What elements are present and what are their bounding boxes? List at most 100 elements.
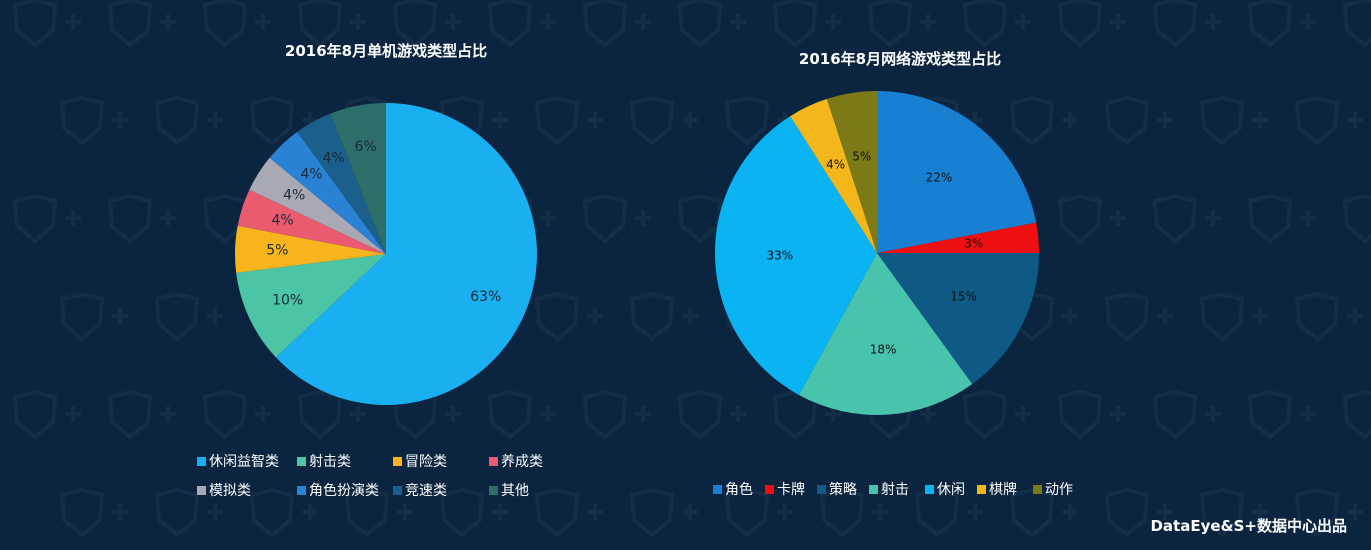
legend-swatch xyxy=(489,485,498,495)
watermark-logo-icon xyxy=(1057,193,1126,244)
legend-item[interactable]: 角色 xyxy=(713,479,753,499)
watermark-logo-icon xyxy=(772,0,841,48)
slice-label: 4% xyxy=(826,158,845,172)
watermark-logo-icon xyxy=(202,0,271,48)
pie-slice xyxy=(877,91,1037,253)
legend-label: 角色 xyxy=(725,482,753,498)
slice-label: 5% xyxy=(266,243,288,259)
pie-slice xyxy=(236,254,386,358)
watermark-logo-icon xyxy=(629,95,698,146)
watermark-logo-icon xyxy=(1104,291,1173,342)
legend-item[interactable]: 卡牌 xyxy=(765,479,805,499)
legend-item[interactable]: 策略 xyxy=(817,479,857,499)
legend-label: 射击 xyxy=(881,482,909,498)
watermark-logo-icon xyxy=(1057,389,1126,440)
watermark-logo-icon xyxy=(1342,389,1371,440)
watermark-logo-icon xyxy=(107,193,176,244)
watermark-logo-icon xyxy=(344,487,413,538)
watermark-logo-icon xyxy=(1152,193,1221,244)
legend-label: 卡牌 xyxy=(777,482,805,498)
watermark-logo-icon xyxy=(582,389,651,440)
watermark-logo-icon xyxy=(297,0,366,48)
watermark-logo-icon xyxy=(59,95,128,146)
watermark-logo-icon xyxy=(914,487,983,538)
watermark-logo-icon xyxy=(1152,0,1221,48)
watermark-logo-icon xyxy=(59,487,128,538)
slice-label: 4% xyxy=(283,188,305,204)
legend-swatch xyxy=(713,484,722,494)
legend-item[interactable]: 射击类 xyxy=(297,451,351,471)
watermark-logo-icon xyxy=(107,389,176,440)
legend-swatch xyxy=(297,485,306,495)
watermark-logo-icon xyxy=(154,95,223,146)
watermark-logo-icon xyxy=(677,389,746,440)
legend-item[interactable]: 竞速类 xyxy=(393,480,447,500)
legend-label: 其他 xyxy=(501,483,529,499)
legend-swatch xyxy=(489,456,498,466)
watermark-logo-icon xyxy=(154,291,223,342)
pie-slice xyxy=(877,222,1039,253)
watermark-logo-icon xyxy=(1199,95,1268,146)
slice-label: 18% xyxy=(870,343,897,357)
legend-item[interactable]: 休闲 xyxy=(925,479,965,499)
watermark-logo-icon xyxy=(1342,0,1371,48)
watermark-logo-icon xyxy=(534,95,603,146)
legend-label: 策略 xyxy=(829,482,857,498)
watermark-logo-icon xyxy=(962,389,1031,440)
legend-label: 射击类 xyxy=(309,454,351,470)
slice-label: 15% xyxy=(950,290,977,304)
watermark-logo-icon xyxy=(439,487,508,538)
slice-label: 4% xyxy=(323,151,345,167)
slice-label: 4% xyxy=(271,212,293,228)
legend-item[interactable]: 角色扮演类 xyxy=(297,480,379,500)
pie-slice xyxy=(235,225,386,273)
legend-item[interactable]: 棋牌 xyxy=(977,479,1017,499)
legend-swatch xyxy=(925,484,934,494)
legend-item[interactable]: 养成类 xyxy=(489,451,543,471)
pie-slice xyxy=(790,98,877,254)
watermark-logo-icon xyxy=(867,0,936,48)
legend-label: 竞速类 xyxy=(405,483,447,499)
watermark-logo-icon xyxy=(1247,193,1316,244)
legend-label: 冒险类 xyxy=(405,454,447,470)
legend-item[interactable]: 动作 xyxy=(1033,479,1073,499)
legend-swatch xyxy=(1033,484,1042,494)
legend-swatch xyxy=(765,484,774,494)
legend-swatch xyxy=(393,456,402,466)
watermark-logo-icon xyxy=(582,0,651,48)
watermark-logo-icon xyxy=(582,193,651,244)
legend-swatch xyxy=(197,456,206,466)
legend-item[interactable]: 射击 xyxy=(869,479,909,499)
watermark-logo-icon xyxy=(1152,389,1221,440)
legend-label: 棋牌 xyxy=(989,482,1017,498)
pie-slice xyxy=(249,157,386,254)
pie-slice xyxy=(330,103,386,254)
watermark-logo-icon xyxy=(629,487,698,538)
pie-slice xyxy=(269,131,386,254)
watermark-logo-icon xyxy=(392,0,461,48)
footer-credit: DataEye&S+数据中心出品 xyxy=(1150,517,1347,535)
watermark-logo-icon xyxy=(1104,95,1173,146)
slice-label: 22% xyxy=(926,171,953,185)
watermark-logo-icon xyxy=(1199,487,1268,538)
watermark-logo-icon xyxy=(1247,389,1316,440)
legend-item[interactable]: 休闲益智类 xyxy=(197,451,279,471)
legend-swatch xyxy=(393,485,402,495)
legend-swatch xyxy=(817,484,826,494)
legend-label: 角色扮演类 xyxy=(309,483,379,499)
watermark-logo-icon xyxy=(487,389,556,440)
watermark-logo-icon xyxy=(1294,95,1363,146)
watermark-logo-icon xyxy=(534,487,603,538)
pie-slice xyxy=(877,253,1039,385)
chart-title-standalone: 2016年8月单机游戏类型占比 xyxy=(284,42,488,60)
watermark-logo-icon xyxy=(724,487,793,538)
legend-item[interactable]: 冒险类 xyxy=(393,451,447,471)
legend-label: 休闲益智类 xyxy=(209,454,279,470)
pie-slice xyxy=(237,189,386,254)
legend-item[interactable]: 其他 xyxy=(489,480,529,500)
pie-slice xyxy=(275,103,537,405)
watermark-logo-icon xyxy=(59,291,128,342)
legend-item[interactable]: 模拟类 xyxy=(197,480,251,500)
watermark-logo-icon xyxy=(202,389,271,440)
